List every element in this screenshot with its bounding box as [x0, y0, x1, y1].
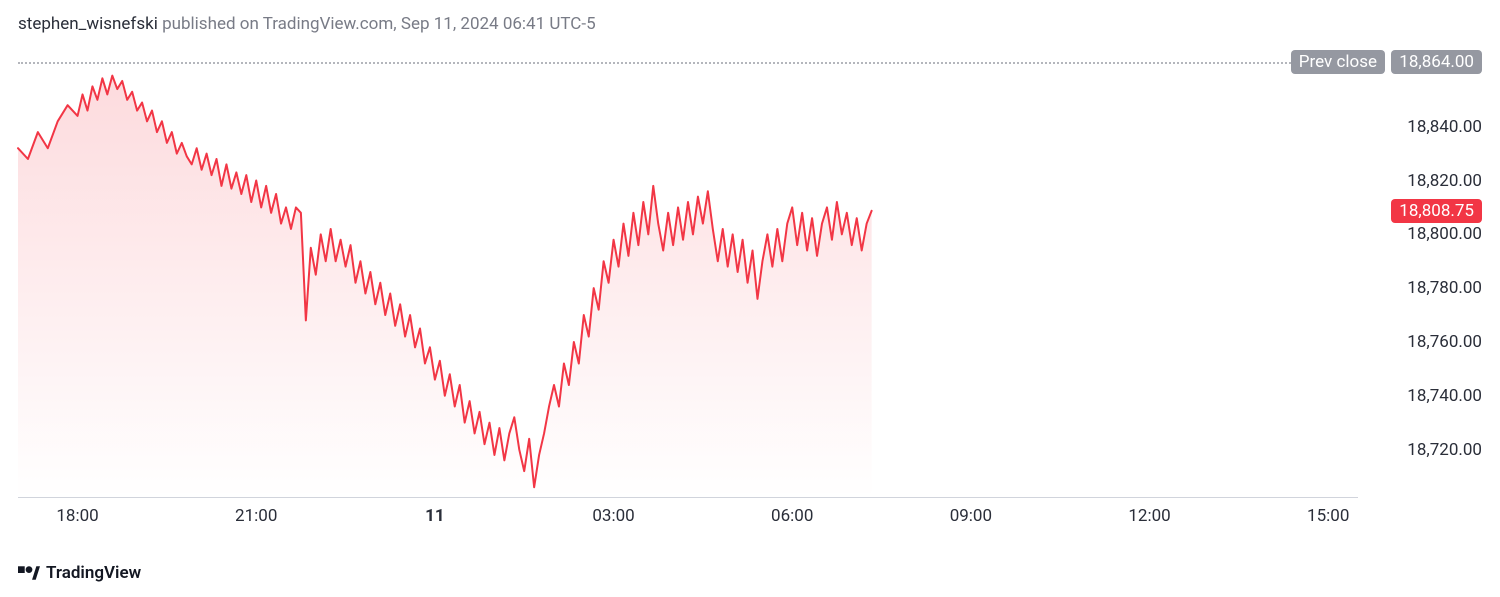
last-price-tag: 18,808.75	[1391, 199, 1482, 223]
area-fill	[18, 76, 872, 498]
x-tick: 09:00	[950, 506, 992, 526]
x-tick: 15:00	[1307, 506, 1349, 526]
prev-close-value: 18,864.00	[1391, 50, 1482, 74]
x-tick: 03:00	[592, 506, 634, 526]
attribution-rest: published on TradingView.com, Sep 11, 20…	[158, 14, 596, 34]
prev-close-label: Prev close	[1291, 50, 1385, 74]
y-tick: 18,840.00	[1407, 117, 1482, 137]
attribution-line: stephen_wisnefski published on TradingVi…	[18, 14, 596, 34]
author-name: stephen_wisnefski	[18, 14, 158, 34]
x-tick: 21:00	[235, 506, 277, 526]
chart-svg	[18, 46, 1358, 497]
y-tick: 18,740.00	[1407, 386, 1482, 406]
y-tick: 18,800.00	[1407, 224, 1482, 244]
footer-brand: TradingView	[18, 563, 141, 583]
plot-area[interactable]	[18, 46, 1358, 498]
x-tick: 06:00	[771, 506, 813, 526]
y-tick: 18,760.00	[1407, 332, 1482, 352]
footer-brand-text: TradingView	[46, 563, 141, 583]
x-axis: 18:00 21:00 11 03:00 06:00 09:00 12:00 15:00	[18, 504, 1358, 534]
y-tick: 18,720.00	[1407, 440, 1482, 460]
chart-container[interactable]: 18,720.00 18,740.00 18,760.00 18,780.00 18,8…	[18, 46, 1482, 534]
x-tick: 11	[425, 506, 445, 526]
tradingview-logo-icon	[18, 566, 40, 580]
y-axis: 18,720.00 18,740.00 18,760.00 18,780.00 18,8…	[1362, 46, 1482, 498]
y-tick: 18,780.00	[1407, 278, 1482, 298]
prev-close-line	[18, 62, 1358, 64]
x-tick: 12:00	[1128, 506, 1170, 526]
x-tick: 18:00	[56, 506, 98, 526]
y-tick: 18,820.00	[1407, 171, 1482, 191]
